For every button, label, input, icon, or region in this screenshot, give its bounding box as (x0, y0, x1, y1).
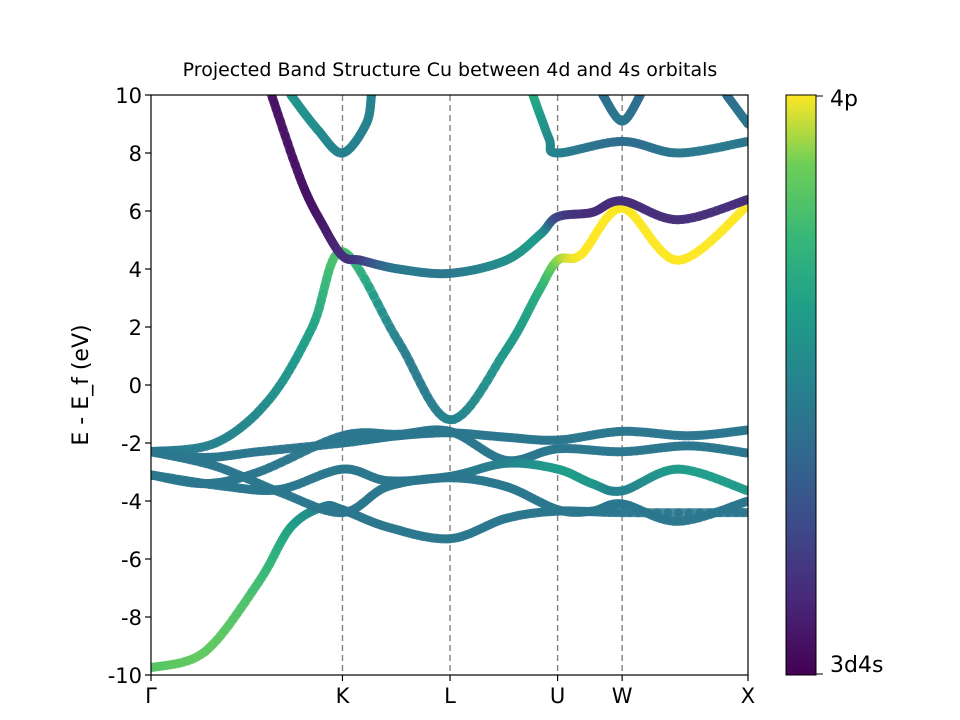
x-tick-label-K: K (336, 684, 351, 708)
y-tick-label: -10 (108, 664, 142, 688)
band-9 (528, 95, 748, 158)
band-8 (286, 95, 376, 158)
y-axis-label: E - E_f (eV) (69, 324, 94, 445)
y-tick-label: -6 (121, 548, 142, 572)
band-5 (151, 458, 748, 496)
x-tick-label-Γ: Γ (145, 684, 157, 708)
y-tick-label: 2 (129, 316, 142, 340)
high-symmetry-lines (341, 95, 623, 675)
x-tick-label-U: U (550, 684, 565, 708)
band-7 (267, 95, 748, 279)
chart-title: Projected Band Structure Cu between 4d a… (183, 59, 718, 81)
bands-layer (151, 95, 748, 673)
band-10 (598, 95, 645, 126)
y-tick-label: 10 (115, 84, 142, 108)
y-tick-label: -4 (121, 490, 142, 514)
y-tick-label: 6 (129, 200, 142, 224)
colorbar-top-label: 4p (830, 87, 858, 112)
y-axis: 10 8 6 4 2 0 -2 -4 -6 -8 -10 (108, 84, 151, 688)
band-11 (722, 95, 748, 129)
y-tick-label: 8 (129, 142, 142, 166)
x-tick-label-W: W (612, 684, 633, 708)
y-tick-label: -8 (121, 606, 142, 630)
colorbar (785, 94, 817, 676)
x-tick-label-L: L (444, 684, 456, 708)
y-tick-label: 0 (129, 374, 142, 398)
x-tick-label-X: X (741, 684, 755, 708)
colorbar-bottom-label: 3d4s (830, 653, 883, 678)
y-tick-label: 4 (129, 258, 142, 282)
y-tick-label: -2 (121, 432, 142, 456)
band-6 (151, 200, 748, 457)
